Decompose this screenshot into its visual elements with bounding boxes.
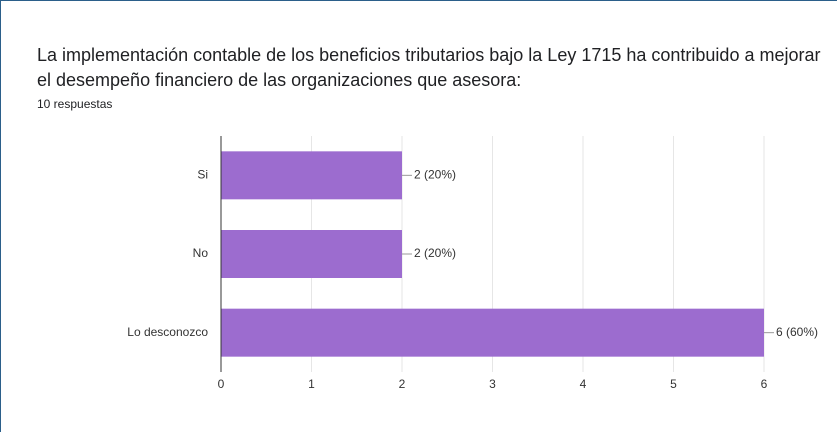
y-tick-label: No: [193, 246, 209, 260]
bar: [221, 308, 764, 357]
x-tick-label: 6: [761, 377, 768, 391]
bar: [221, 230, 402, 278]
y-tick-label: Si: [197, 168, 208, 182]
bar: [221, 151, 402, 200]
x-tick-label: 2: [399, 377, 406, 391]
x-tick-label: 5: [670, 377, 677, 391]
question-title: La implementación contable de los benefi…: [37, 45, 821, 90]
value-label: 2 (20%): [414, 246, 456, 260]
x-tick-label: 0: [218, 377, 225, 391]
response-count: 10 respuestas: [37, 97, 113, 111]
y-tick-label: Lo desconozco: [127, 325, 208, 339]
value-label: 6 (60%): [776, 325, 818, 339]
x-tick-label: 4: [580, 377, 587, 391]
x-tick-label: 1: [308, 377, 315, 391]
x-tick-label: 3: [489, 377, 496, 391]
value-label: 2 (20%): [414, 168, 456, 182]
